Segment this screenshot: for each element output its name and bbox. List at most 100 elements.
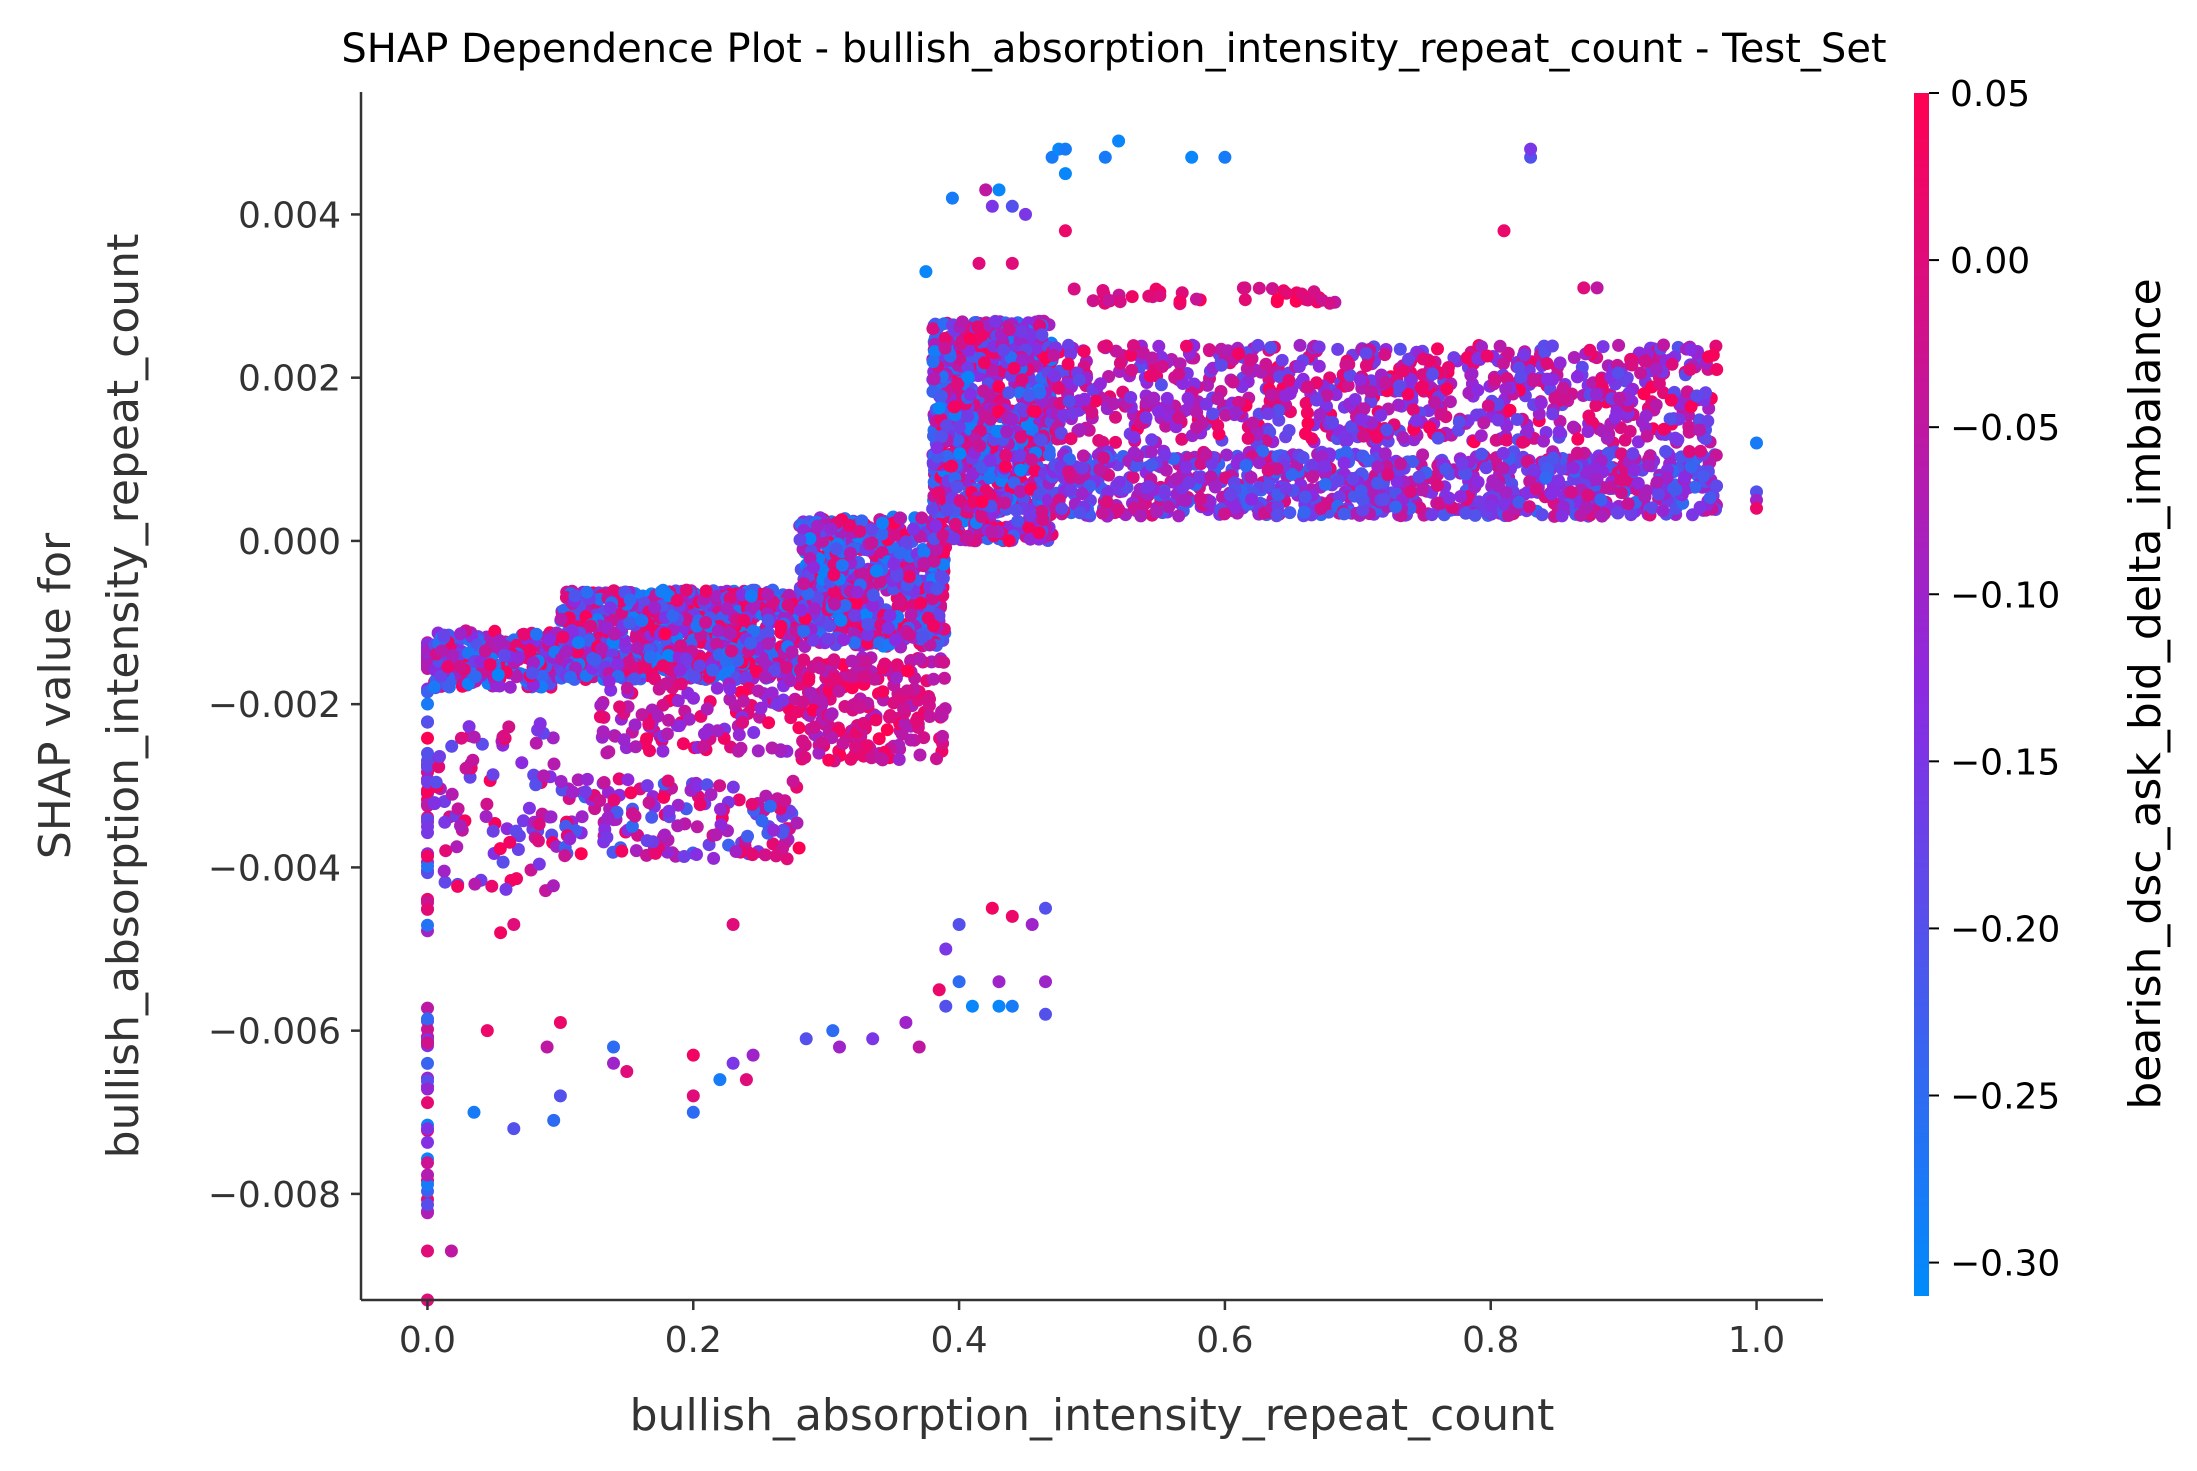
- data-point: [441, 679, 455, 693]
- data-point: [1552, 425, 1566, 439]
- data-point: [1113, 356, 1127, 370]
- data-point: [923, 692, 936, 706]
- data-point: [904, 733, 918, 747]
- data-point: [850, 585, 864, 599]
- data-point: [790, 816, 804, 830]
- data-point: [1025, 453, 1038, 467]
- data-point: [657, 790, 671, 804]
- data-point: [421, 1056, 434, 1070]
- data-point: [1416, 352, 1430, 366]
- data-point: [704, 788, 718, 802]
- data-point: [767, 823, 781, 837]
- data-point: [1014, 430, 1028, 444]
- data-point: [1097, 340, 1111, 354]
- data-point: [807, 720, 821, 734]
- data-point: [1282, 374, 1296, 387]
- data-point: [796, 695, 810, 709]
- data-point: [1396, 364, 1410, 378]
- data-point: [1465, 367, 1479, 381]
- data-point: [628, 718, 642, 732]
- data-point: [953, 494, 967, 508]
- data-point: [1152, 339, 1166, 353]
- data-point: [1124, 391, 1138, 404]
- data-point: [597, 776, 611, 789]
- data-point: [1125, 363, 1139, 377]
- data-point: [421, 849, 434, 863]
- data-point: [926, 322, 940, 336]
- data-point: [603, 601, 617, 615]
- data-point: [421, 746, 434, 760]
- data-point: [829, 542, 843, 556]
- data-point: [1034, 433, 1048, 447]
- data-point: [859, 739, 873, 753]
- data-point: [1690, 389, 1704, 403]
- data-point: [542, 633, 556, 646]
- data-point: [761, 613, 775, 627]
- data-point: [1052, 381, 1066, 395]
- data-point: [467, 730, 481, 744]
- data-point: [1479, 461, 1493, 475]
- data-point: [451, 802, 465, 816]
- data-point: [1581, 488, 1595, 502]
- data-point: [1035, 328, 1049, 342]
- data-point: [949, 517, 962, 531]
- data-point: [706, 663, 720, 677]
- data-point: [1261, 407, 1275, 421]
- data-point: [439, 844, 453, 858]
- data-point: [861, 617, 875, 631]
- data-point: [1706, 348, 1720, 362]
- data-point: [642, 796, 656, 810]
- data-point: [1378, 348, 1392, 362]
- data-point: [1127, 430, 1141, 444]
- data-point: [1078, 392, 1092, 406]
- data-point: [778, 794, 792, 808]
- data-point: [1612, 338, 1626, 352]
- data-point: [1477, 416, 1491, 430]
- data-point: [930, 752, 943, 766]
- data-point: [900, 684, 914, 698]
- data-point: [1659, 445, 1673, 458]
- data-point: [848, 609, 862, 623]
- data-point: [435, 644, 449, 658]
- data-point: [1649, 362, 1663, 376]
- data-point: [724, 644, 738, 658]
- data-point: [881, 621, 895, 635]
- data-point: [446, 648, 459, 662]
- data-point: [845, 654, 859, 668]
- data-point: [1047, 348, 1061, 362]
- data-point: [710, 589, 724, 603]
- data-point: [1005, 413, 1019, 427]
- data-point: [497, 729, 511, 743]
- data-point: [558, 849, 572, 863]
- data-point: [761, 626, 775, 640]
- data-point: [1652, 377, 1666, 391]
- data-point: [629, 844, 643, 858]
- data-point: [617, 733, 631, 747]
- data-point: [1002, 386, 1016, 400]
- data-point: [973, 439, 987, 453]
- data-point: [845, 681, 859, 695]
- data-point: [816, 534, 830, 548]
- data-point: [523, 643, 537, 657]
- data-point: [1428, 395, 1442, 409]
- data-point: [827, 585, 841, 599]
- data-point: [1583, 343, 1597, 357]
- data-point: [1177, 493, 1191, 507]
- data-point: [679, 652, 693, 666]
- data-point: [680, 583, 693, 597]
- data-point: [927, 619, 940, 633]
- data-point: [723, 682, 737, 696]
- data-point: [827, 568, 841, 582]
- data-point: [937, 655, 951, 669]
- data-point: [890, 569, 904, 583]
- data-point: [1431, 431, 1445, 445]
- data-point: [1089, 394, 1102, 408]
- data-point: [872, 732, 886, 746]
- data-point: [421, 1082, 434, 1096]
- data-point: [454, 627, 467, 641]
- data-point: [648, 672, 662, 686]
- data-point: [1488, 373, 1502, 387]
- data-point: [1202, 343, 1216, 357]
- data-point: [468, 877, 482, 891]
- data-point: [765, 686, 779, 700]
